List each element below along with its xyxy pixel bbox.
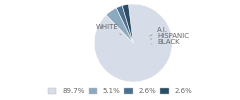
Text: HISPANIC: HISPANIC (150, 33, 189, 39)
Text: A.I.: A.I. (150, 27, 168, 36)
Wedge shape (122, 4, 133, 43)
Wedge shape (106, 8, 133, 43)
Wedge shape (116, 6, 133, 43)
Legend: 89.7%, 5.1%, 2.6%, 2.6%: 89.7%, 5.1%, 2.6%, 2.6% (48, 87, 192, 95)
Wedge shape (94, 4, 172, 82)
Text: WHITE: WHITE (96, 24, 121, 35)
Text: BLACK: BLACK (151, 39, 180, 45)
